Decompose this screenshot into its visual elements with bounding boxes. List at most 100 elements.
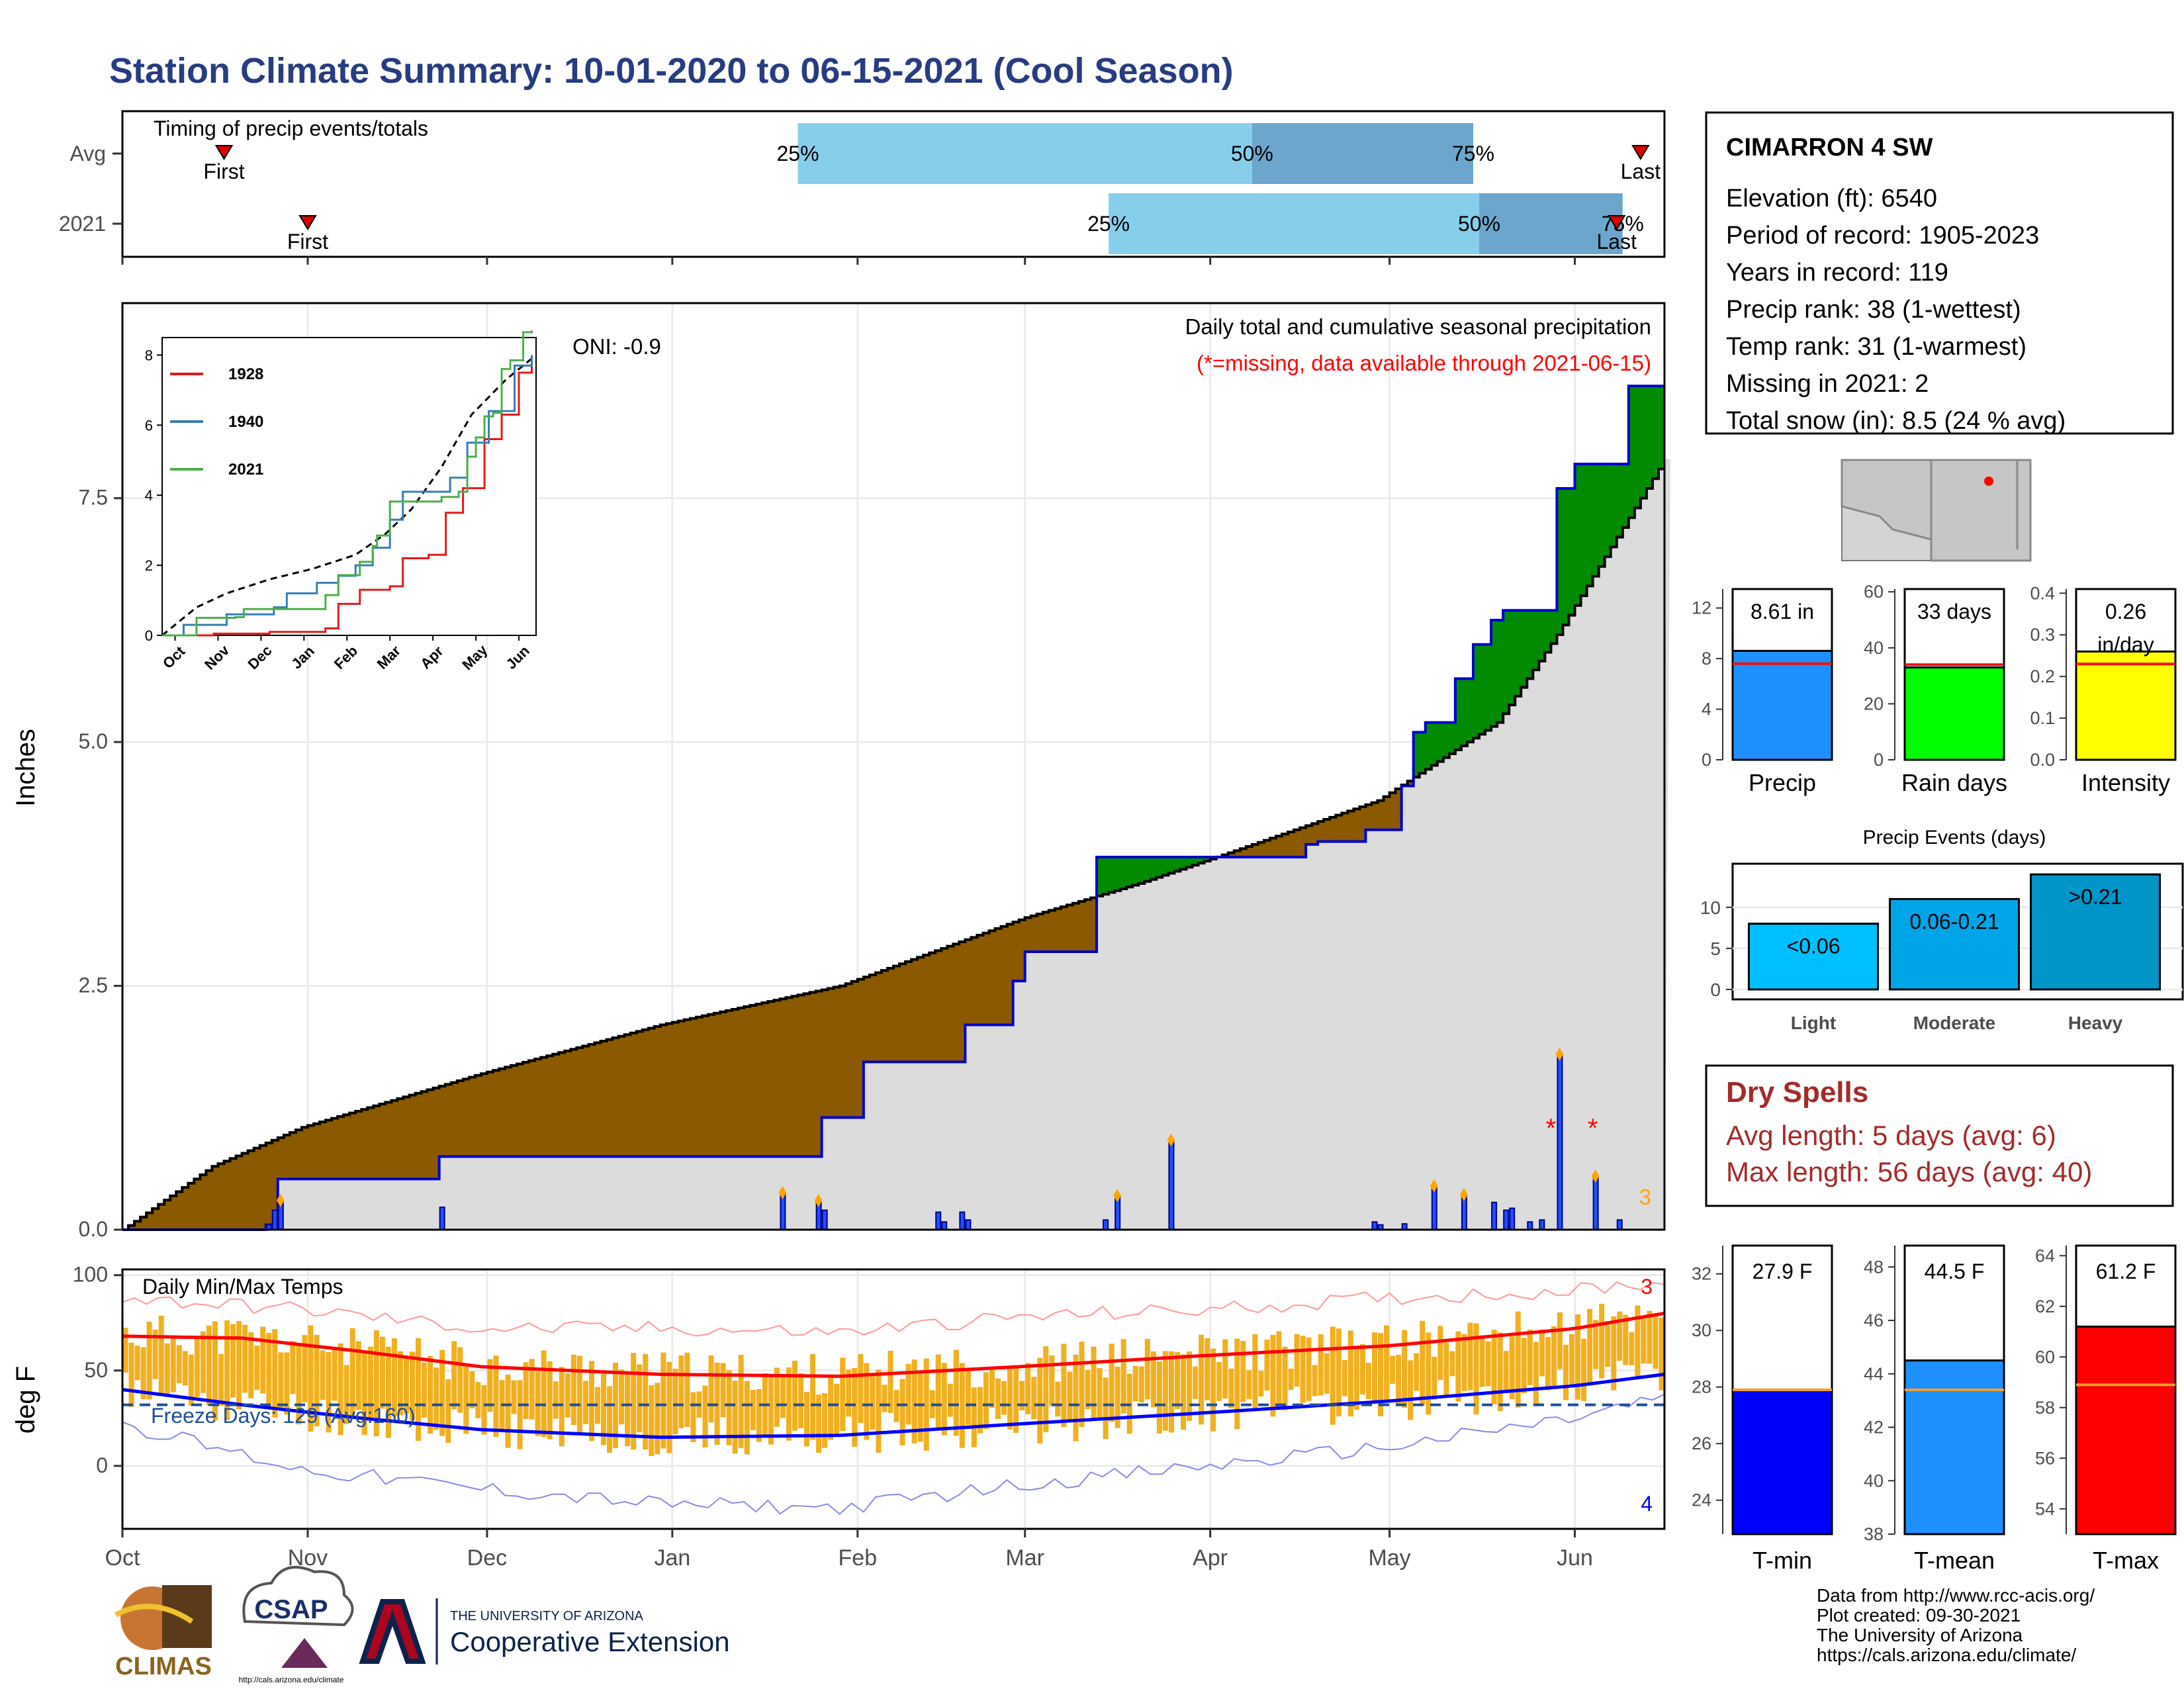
daily-temp-range-bar [302,1335,308,1402]
daily-temp-range-bar [1617,1311,1623,1361]
deficit-area [702,1015,709,1157]
snow-day-marker [1459,1187,1468,1201]
normal-cumulative-line [122,467,1664,1231]
daily-temp-range-bar [810,1353,816,1440]
last-event-label: Last [1621,160,1661,183]
deficit-area [786,997,793,1157]
daily-temp-range-bar [1629,1332,1635,1365]
deficit-area [259,1145,267,1230]
daily-temp-range-bar [152,1329,158,1379]
daily-temp-range-bar [631,1353,637,1450]
summary-bar-tick-label: 0.3 [2030,625,2055,645]
daily-temp-range-bar [666,1361,672,1453]
inset-legend-label: 1940 [228,413,263,431]
daily-temp-range-bar [1210,1348,1216,1432]
surplus-area [1640,386,1647,498]
surplus-area [1467,678,1474,743]
daily-temp-range-bar [1402,1330,1408,1408]
deficit-area [1275,836,1283,858]
deficit-area [385,1102,392,1179]
deficit-area [535,1059,541,1157]
daily-temp-range-bar [941,1363,947,1436]
deficit-area [158,1204,165,1230]
csap-url: http://cals.arizona.edu/climate [239,1675,344,1684]
daily-temp-range-bar [409,1351,416,1420]
daily-temp-range-bar [804,1391,810,1447]
daily-temp-range-bar [146,1322,152,1400]
deficit-area [236,1156,243,1230]
temp-frame [121,1268,1666,1530]
daily-precip-bar [1539,1219,1545,1231]
surplus-area [1132,857,1139,886]
deficit-area [307,1125,314,1179]
deficit-area [1066,905,1073,952]
deficit-area [176,1191,183,1230]
daily-temp-range-bar [1276,1331,1282,1410]
deficit-area [905,961,912,1062]
daily-temp-range-bar [637,1364,643,1432]
deficit-area [911,959,918,1062]
daily-temp-range-bar [1443,1342,1449,1396]
daily-temp-range-bar [935,1354,941,1430]
event-bar [1748,923,1879,991]
dry-spells-max: Max length: 56 days (avg: 40) [1726,1156,2092,1187]
locator-map [1841,459,2032,562]
daily-temp-range-bar [1342,1359,1347,1396]
surplus-area [1586,464,1594,586]
surplus-area [1103,857,1109,895]
deficit-area [1048,910,1056,952]
daily-temp-range-bar [720,1363,726,1418]
precip-heading: Daily total and cumulative seasonal prec… [1185,314,1651,339]
daily-temp-range-bar [1330,1326,1336,1425]
normal-max-line [122,1311,1665,1378]
surplus-area [1521,610,1527,688]
summary-bar-tick-label: 8 [1702,649,1711,668]
deficit-area [875,972,882,1062]
snow-day-marker [1591,1169,1600,1183]
daily-temp-range-bar [1485,1341,1491,1387]
inset-average-curve [161,357,533,637]
snow-day-marker [1113,1189,1122,1203]
surplus-area [1138,857,1145,884]
daily-temp-range-bar [511,1380,517,1414]
daily-temp-range-bar [655,1383,660,1455]
daily-temp-range-bar [547,1361,553,1440]
daily-temp-range-bar [373,1330,379,1437]
deficit-area [134,1221,141,1230]
deficit-area [343,1115,350,1179]
deficit-area [283,1135,291,1179]
daily-temp-range-bar [780,1375,786,1418]
surplus-area [1503,610,1510,714]
inset-y-tick-label: 6 [145,417,153,434]
daily-temp-range-bar [541,1350,547,1438]
daily-temp-range-bar [768,1376,774,1445]
daily-temp-range-bar [1408,1360,1414,1420]
deficit-area [953,944,960,1062]
surplus-area [1634,386,1641,508]
daily-temp-range-bar [887,1351,893,1413]
timing-panel: Timing of precip events/totals Avg 25% 50%… [59,110,1666,265]
daily-temp-range-bar [122,1328,128,1373]
precip-y-tick-label: 5.0 [79,729,108,753]
daily-temp-range-bar [1199,1334,1205,1425]
daily-temp-range-bar [1205,1338,1210,1400]
temp-summary-tick-label: 62 [2035,1297,2055,1316]
station-info-line: Total snow (in): 8.5 (24 % avg) [1726,407,2066,435]
daily-temp-range-bar [1437,1326,1443,1381]
surplus-area [1652,386,1659,479]
timing-p75-label: 75% [1452,142,1494,165]
station-info-box: CIMARRON 4 SW Elevation (ft): 6540 Period… [1705,111,2174,435]
deficit-area [295,1130,302,1179]
daily-temp-range-bar [284,1352,290,1415]
deficit-area [809,992,817,1157]
surplus-area [1156,857,1163,878]
daily-temp-range-bar [947,1383,953,1417]
daily-temp-range-bar [1359,1344,1365,1394]
daily-temp-range-bar [523,1362,529,1420]
daily-temp-range-bar [1318,1334,1324,1396]
deficit-area [523,1062,529,1157]
temp-summary-tick-label: 46 [1864,1310,1884,1330]
daily-temp-range-bar [242,1324,248,1393]
daily-temp-range-bar [953,1349,959,1436]
deficit-area [1395,788,1402,830]
